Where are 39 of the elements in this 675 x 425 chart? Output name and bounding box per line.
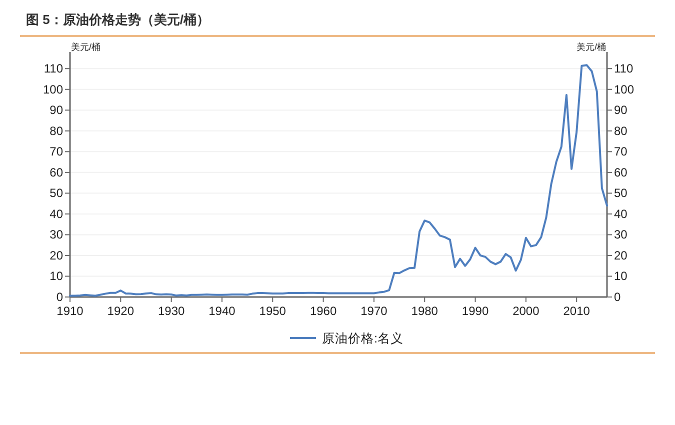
y-tick-label: 30: [50, 228, 64, 242]
y-tick-label: 70: [50, 144, 64, 159]
y-tick-label: 10: [50, 269, 64, 284]
y-tick-label: 90: [50, 103, 64, 118]
x-tick-label: 1920: [107, 304, 134, 318]
y2-tick-label: 60: [614, 165, 628, 180]
y2-tick-label: 110: [614, 62, 634, 76]
y-tick-label: 50: [50, 186, 64, 200]
y-tick-label: 40: [50, 206, 64, 221]
y2-tick-label: 80: [614, 124, 628, 138]
chart-title: 图 5：原油价格走势（美元/桶）: [26, 12, 210, 27]
x-tick-label: 2010: [563, 304, 590, 318]
y2-tick-label: 20: [614, 248, 628, 262]
y2-axis-title: 美元/桶: [576, 42, 606, 52]
y2-tick-label: 90: [614, 103, 628, 118]
x-tick-label: 2000: [512, 304, 540, 318]
x-tick-label: 1930: [158, 304, 185, 318]
y-axis-title: 美元/桶: [71, 42, 101, 52]
y2-tick-label: 100: [614, 82, 634, 96]
y-tick-label: 100: [42, 82, 64, 96]
x-tick-label: 1990: [462, 304, 489, 318]
x-tick-label: 1940: [208, 304, 236, 318]
y2-tick-label: 40: [614, 206, 628, 221]
y2-tick-label: 50: [614, 186, 628, 200]
x-tick-label: 1960: [310, 304, 337, 318]
y-tick-label: 0: [56, 290, 64, 304]
x-tick-label: 1950: [259, 304, 286, 318]
y-tick-label: 60: [50, 165, 64, 180]
y2-tick-label: 70: [614, 144, 628, 159]
y2-tick-label: 10: [614, 269, 628, 284]
legend-label: 原油价格:名义: [322, 332, 404, 346]
x-tick-label: 1970: [360, 304, 388, 318]
y2-tick-label: 0: [614, 290, 621, 304]
y2-tick-label: 30: [614, 228, 628, 242]
x-tick-label: 1980: [411, 304, 438, 318]
y-tick-label: 110: [44, 62, 64, 76]
y-tick-label: 20: [50, 248, 64, 262]
x-tick-label: 1910: [56, 304, 84, 318]
y-tick-label: 80: [50, 124, 64, 138]
